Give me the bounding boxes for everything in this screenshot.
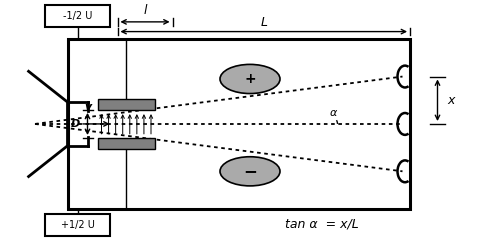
Circle shape [220,64,280,94]
Text: L: L [260,16,267,29]
Bar [45,5,110,27]
Bar [45,214,110,236]
Text: v: v [84,102,91,112]
Bar [98,99,155,110]
Text: -1/2 U: -1/2 U [63,11,92,21]
Text: α: α [330,108,338,118]
Bar [98,138,155,149]
Text: D: D [70,119,80,129]
Text: l: l [144,4,147,17]
Circle shape [220,157,280,186]
Bar [68,39,410,209]
Text: tan α  = x/L: tan α = x/L [285,217,359,230]
Text: −: − [243,162,257,180]
Text: +: + [244,72,256,86]
Text: x: x [448,94,455,107]
Text: +1/2 U: +1/2 U [60,220,94,230]
